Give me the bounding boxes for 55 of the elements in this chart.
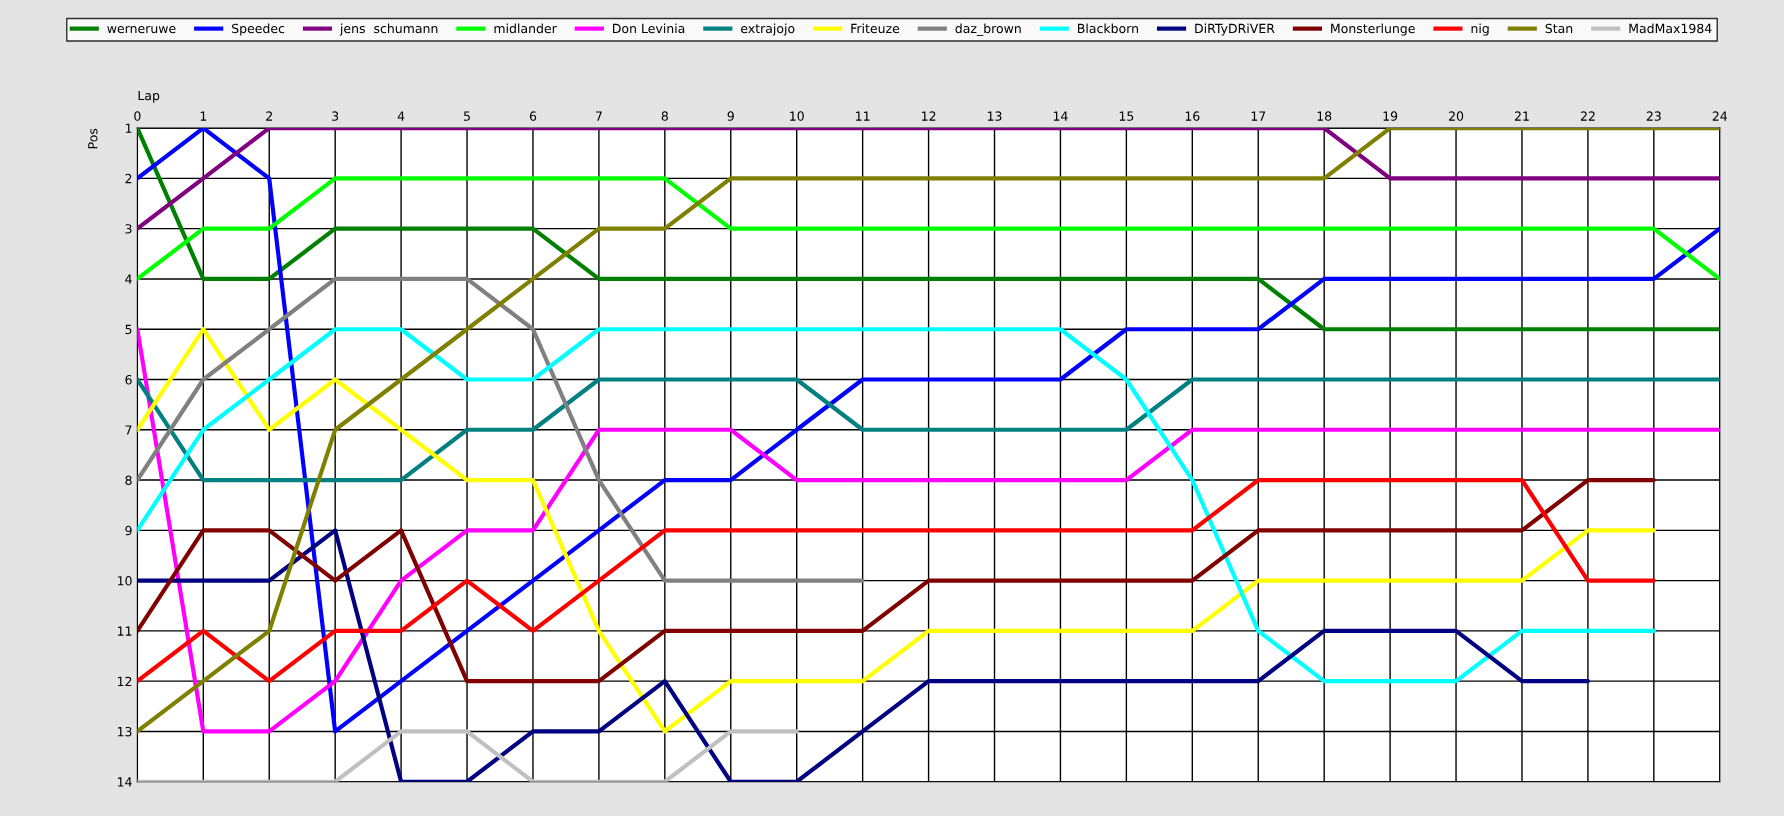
- legend-label: Stan: [1545, 23, 1573, 34]
- legend-label: Blackborn: [1078, 23, 1138, 34]
- x-tick-label: 21: [1514, 111, 1529, 121]
- y-tick-label: 3: [125, 224, 132, 234]
- y-tick-label: 9: [125, 525, 132, 536]
- x-axis-title: Lap: [138, 90, 160, 103]
- y-tick-label: 14: [117, 777, 132, 787]
- legend-label: Monsterlunge: [1331, 23, 1415, 36]
- legend-label: jens schumann: [339, 23, 438, 36]
- x-tick-label: 0: [134, 111, 141, 121]
- x-tick-label: 1: [200, 111, 207, 121]
- legend-label: daz_brown: [955, 23, 1021, 36]
- y-tick-label: 10: [117, 576, 132, 586]
- legend-label: Speedec: [232, 23, 285, 36]
- legend-label: werneruwe: [107, 25, 176, 34]
- x-tick-label: 15: [1119, 111, 1134, 121]
- x-tick-label: 12: [921, 111, 936, 121]
- x-tick-label: 11: [856, 111, 870, 121]
- y-tick-label: 6: [125, 374, 132, 385]
- x-tick-label: 24: [1712, 111, 1728, 121]
- x-tick-label: 14: [1053, 111, 1068, 121]
- x-tick-label: 10: [790, 111, 804, 121]
- x-tick-label: 5: [464, 111, 470, 121]
- x-tick-label: 3: [332, 111, 339, 121]
- y-axis-title: Pos: [88, 128, 98, 149]
- x-tick-label: 6: [529, 111, 537, 121]
- legend-label: Don Levinia: [613, 23, 685, 34]
- x-tick-label: 2: [266, 111, 272, 121]
- x-tick-label: 23: [1646, 111, 1661, 121]
- y-tick-label: 7: [125, 425, 132, 435]
- x-tick-label: 20: [1449, 111, 1464, 121]
- x-tick-label: 13: [987, 111, 1002, 121]
- x-tick-label: 4: [397, 111, 405, 121]
- x-tick-label: 9: [727, 111, 734, 121]
- legend-label: Friteuze: [851, 23, 900, 34]
- legend-label: extrajojo: [741, 23, 795, 36]
- x-tick-label: 19: [1383, 111, 1398, 121]
- legend-label: DiRTyDRiVER: [1195, 23, 1275, 36]
- y-tick-label: 8: [125, 475, 132, 485]
- x-tick-label: 18: [1317, 111, 1332, 121]
- y-tick-label: 5: [125, 324, 132, 335]
- y-tick-label: 13: [117, 726, 132, 737]
- legend-label: nig: [1471, 23, 1489, 36]
- y-tick-label: 4: [125, 274, 132, 284]
- x-tick-label: 17: [1251, 111, 1266, 121]
- y-tick-label: 12: [117, 676, 132, 686]
- legend-label: midlander: [494, 23, 557, 34]
- x-tick-label: 7: [595, 111, 602, 121]
- y-tick-label: 2: [125, 173, 132, 184]
- x-tick-label: 8: [661, 111, 668, 121]
- y-tick-label: 1: [125, 123, 132, 133]
- legend-label: MadMax1984: [1629, 23, 1712, 34]
- x-tick-label: 22: [1580, 111, 1595, 121]
- x-tick-label: 16: [1185, 111, 1200, 121]
- y-tick-label: 11: [117, 626, 132, 636]
